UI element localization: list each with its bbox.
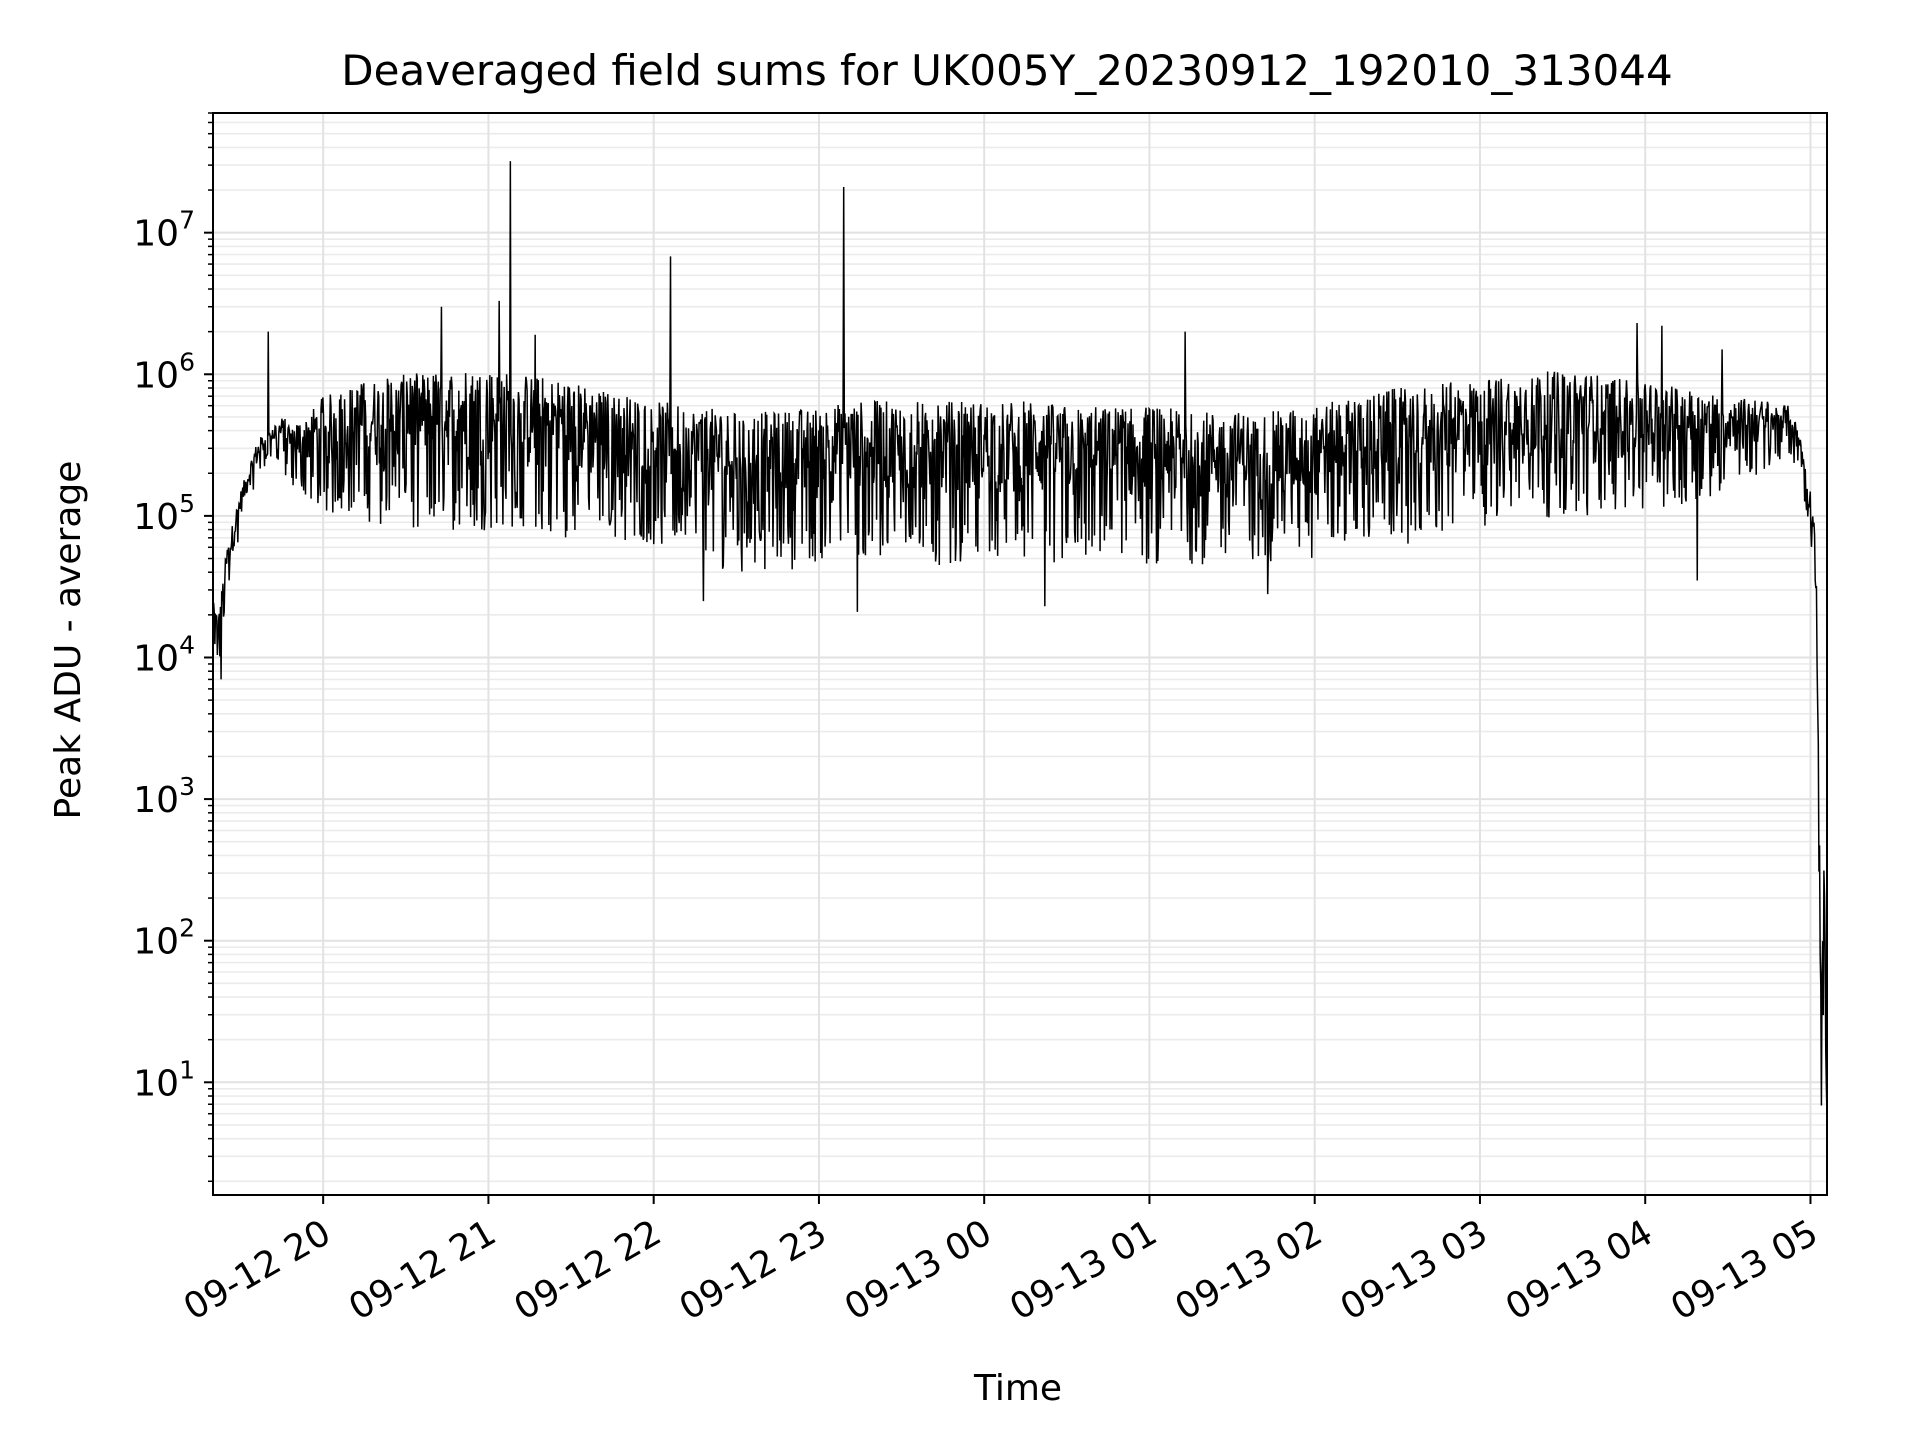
y-tick-exponent: 5 <box>179 489 195 518</box>
y-tick-label: 104 <box>133 630 195 679</box>
y-tick-label: 101 <box>133 1055 195 1104</box>
y-tick-label: 107 <box>133 206 195 255</box>
x-axis-label: Time <box>973 1368 1062 1409</box>
y-tick-exponent: 7 <box>179 206 195 235</box>
chart-title: Deaveraged field sums for UK005Y_2023091… <box>341 46 1672 95</box>
y-axis-label: Peak ADU - average <box>48 461 89 820</box>
y-tick-exponent: 1 <box>179 1055 195 1084</box>
y-tick-base: 10 <box>133 922 179 963</box>
major-gridlines <box>213 113 1827 1195</box>
y-tick-base: 10 <box>133 214 179 255</box>
y-tick-base: 10 <box>133 355 179 396</box>
y-tick-label: 103 <box>133 772 195 821</box>
y-tick-label: 102 <box>133 914 195 963</box>
y-tick-label: 106 <box>133 347 195 396</box>
y-tick-exponent: 2 <box>179 914 195 943</box>
y-tick-exponent: 3 <box>179 772 195 801</box>
series-peak-adu <box>212 161 1828 1116</box>
y-tick-label: 105 <box>133 489 195 538</box>
series-line <box>212 161 1828 1116</box>
y-tick-base: 10 <box>133 780 179 821</box>
plot-frame <box>212 112 1828 1196</box>
y-tick-base: 10 <box>133 497 179 538</box>
y-tick-exponent: 4 <box>179 630 195 659</box>
y-tick-base: 10 <box>133 1063 179 1104</box>
y-tick-base: 10 <box>133 638 179 679</box>
y-tick-exponent: 6 <box>179 347 195 376</box>
